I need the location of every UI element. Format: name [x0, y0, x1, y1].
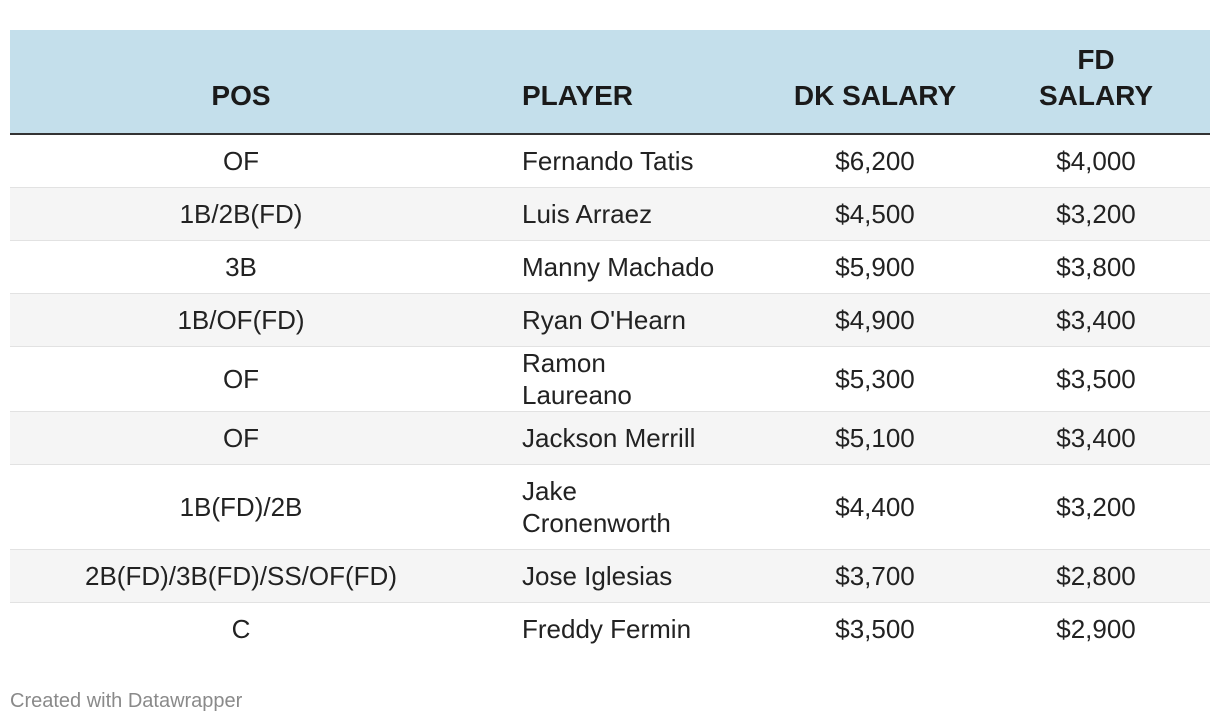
- cell-fd-salary: $3,800: [1056, 251, 1136, 282]
- cell-pos: OF: [222, 145, 260, 176]
- cell-fd-salary: $4,000: [1056, 145, 1136, 176]
- table-body: OF Fernando Tatis $6,200 $4,000 1B/2B(FD…: [10, 134, 1210, 655]
- table-row: 1B(FD)/2B Jake Cronenworth $4,400 $3,200: [10, 464, 1210, 549]
- salary-table: POS PLAYER DK SALARY FD SALARY OF Fernan…: [10, 30, 1210, 655]
- column-header-dk-salary[interactable]: DK SALARY: [768, 30, 982, 135]
- header-row: POS PLAYER DK SALARY FD SALARY: [10, 30, 1210, 135]
- player-name: Freddy Fermin: [522, 613, 692, 644]
- fd-salary-label: FD SALARY: [1038, 44, 1154, 111]
- cell-player: Freddy Fermin: [472, 602, 768, 655]
- cell-player: Ramon Laureano: [472, 346, 768, 411]
- table-row: OF Fernando Tatis $6,200 $4,000: [10, 134, 1210, 187]
- cell-dk-salary: $3,700: [835, 560, 915, 591]
- player-name: Fernando Tatis: [522, 145, 694, 176]
- table-row: 2B(FD)/3B(FD)/SS/OF(FD) Jose Iglesias $3…: [10, 549, 1210, 602]
- player-name: Luis Arraez: [522, 198, 653, 229]
- cell-player: Manny Machado: [472, 240, 768, 293]
- cell-dk-salary: $5,300: [835, 363, 915, 394]
- cell-dk-salary: $4,400: [835, 491, 915, 522]
- cell-pos: C: [231, 613, 251, 644]
- table-row: 3B Manny Machado $5,900 $3,800: [10, 240, 1210, 293]
- cell-fd-salary: $2,900: [1056, 613, 1136, 644]
- cell-player: Ryan O'Hearn: [472, 293, 768, 346]
- player-name: Ryan O'Hearn: [522, 304, 686, 335]
- table-row: 1B/2B(FD) Luis Arraez $4,500 $3,200: [10, 187, 1210, 240]
- player-name: Jose Iglesias: [522, 560, 673, 591]
- cell-fd-salary: $3,400: [1056, 304, 1136, 335]
- cell-dk-salary: $6,200: [835, 145, 915, 176]
- cell-player: Luis Arraez: [472, 187, 768, 240]
- table-row: OF Ramon Laureano $5,300 $3,500: [10, 346, 1210, 411]
- cell-fd-salary: $3,200: [1056, 198, 1136, 229]
- column-header-player[interactable]: PLAYER: [472, 30, 768, 135]
- cell-pos: 1B/2B(FD): [179, 198, 303, 229]
- player-name: Ramon Laureano: [522, 347, 632, 410]
- column-header-pos[interactable]: POS: [10, 30, 472, 135]
- cell-dk-salary: $4,500: [835, 198, 915, 229]
- column-header-fd-salary[interactable]: FD SALARY: [982, 30, 1210, 135]
- cell-pos: 1B(FD)/2B: [179, 491, 303, 522]
- cell-pos: 2B(FD)/3B(FD)/SS/OF(FD): [85, 560, 397, 591]
- cell-player: Jose Iglesias: [472, 549, 768, 602]
- table-header: POS PLAYER DK SALARY FD SALARY: [10, 30, 1210, 135]
- table-row: C Freddy Fermin $3,500 $2,900: [10, 602, 1210, 655]
- cell-pos: OF: [222, 422, 260, 453]
- table-row: 1B/OF(FD) Ryan O'Hearn $4,900 $3,400: [10, 293, 1210, 346]
- cell-fd-salary: $3,500: [1056, 363, 1136, 394]
- table-row: OF Jackson Merrill $5,100 $3,400: [10, 411, 1210, 464]
- cell-player: Jake Cronenworth: [472, 464, 768, 549]
- cell-dk-salary: $3,500: [835, 613, 915, 644]
- cell-dk-salary: $5,900: [835, 251, 915, 282]
- player-name: Jake Cronenworth: [522, 475, 671, 538]
- cell-fd-salary: $3,400: [1056, 422, 1136, 453]
- cell-fd-salary: $2,800: [1056, 560, 1136, 591]
- player-name: Jackson Merrill: [522, 422, 696, 453]
- player-name: Manny Machado: [522, 251, 715, 282]
- cell-fd-salary: $3,200: [1056, 491, 1136, 522]
- cell-player: Jackson Merrill: [472, 411, 768, 464]
- datawrapper-credit[interactable]: Created with Datawrapper: [10, 690, 243, 712]
- cell-pos: 1B/OF(FD): [177, 304, 305, 335]
- cell-pos: OF: [222, 363, 260, 394]
- cell-dk-salary: $5,100: [835, 422, 915, 453]
- cell-pos: 3B: [225, 251, 257, 282]
- cell-player: Fernando Tatis: [472, 134, 768, 187]
- cell-dk-salary: $4,900: [835, 304, 915, 335]
- salary-table-container: POS PLAYER DK SALARY FD SALARY OF Fernan…: [10, 30, 1210, 655]
